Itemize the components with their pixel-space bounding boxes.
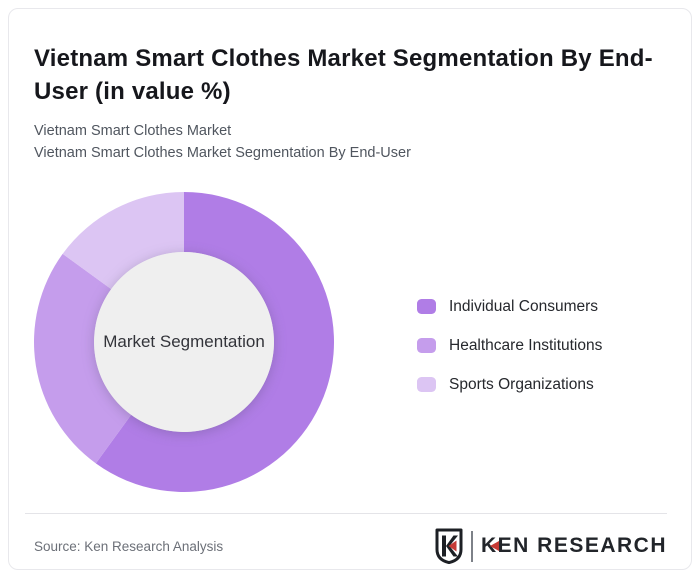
shield-k-icon <box>435 528 463 564</box>
logo-rest: EN RESEARCH <box>497 534 667 557</box>
source-text: Source: Ken Research Analysis <box>34 538 224 554</box>
legend-item-sports-organizations[interactable]: Sports Organizations <box>417 375 602 394</box>
donut-hole <box>94 252 274 432</box>
legend-label: Sports Organizations <box>449 376 594 393</box>
donut-chart <box>34 192 334 492</box>
legend-swatch <box>417 299 436 314</box>
subtitle-line-2: Vietnam Smart Clothes Market Segmentatio… <box>34 145 411 161</box>
chart-area: Market Segmentation Individual Consumers… <box>34 190 667 496</box>
legend-label: Individual Consumers <box>449 298 599 315</box>
chart-subtitle: Vietnam Smart Clothes Market Vietnam Sma… <box>34 120 667 164</box>
footer: Source: Ken Research Analysis K EN RESEAR… <box>34 520 667 569</box>
donut-slice-healthcare-institutions[interactable] <box>34 253 132 464</box>
donut-center-label: Market Segmentation <box>103 332 265 351</box>
chart-card: Vietnam Smart Clothes Market Segmentatio… <box>8 8 692 570</box>
donut-slice-individual-consumers[interactable] <box>95 192 334 492</box>
subtitle-line-1: Vietnam Smart Clothes Market <box>34 123 232 139</box>
donut-slice-sports-organizations[interactable] <box>62 192 184 290</box>
donut-chart-wrap: Market Segmentation <box>34 192 334 492</box>
ken-research-logo: K EN RESEARCH <box>435 528 667 564</box>
logo-wordmark: K EN RESEARCH <box>481 534 667 558</box>
legend-swatch <box>417 377 436 392</box>
logo-red-triangle-icon <box>489 541 499 551</box>
page-title: Vietnam Smart Clothes Market Segmentatio… <box>34 45 653 105</box>
legend-swatch <box>417 338 436 353</box>
logo-k-letter: K <box>480 534 498 557</box>
footer-divider <box>25 513 667 514</box>
legend-item-healthcare-institutions[interactable]: Healthcare Institutions <box>417 336 602 355</box>
legend-label: Healthcare Institutions <box>449 337 603 354</box>
logo-separator <box>470 530 473 562</box>
chart-legend: Individual Consumers Healthcare Instituti… <box>417 297 602 394</box>
legend-item-individual-consumers[interactable]: Individual Consumers <box>417 297 602 316</box>
